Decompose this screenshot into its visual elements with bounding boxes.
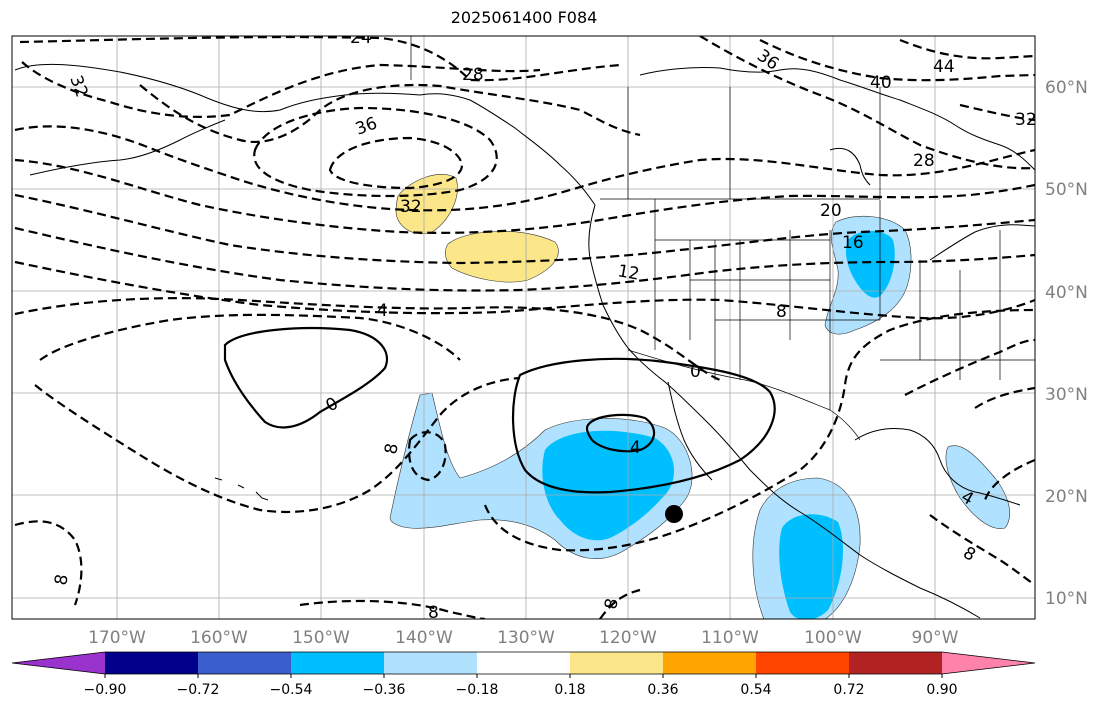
colorbar-tick-label: −0.72 (177, 682, 220, 698)
contour-labels: 24 32 28 36 36 40 44 32 28 32 20 16 12 4… (51, 28, 1037, 623)
contour-label: 44 (933, 57, 955, 77)
contour-label: 8 (51, 573, 73, 587)
colorbar-segment (942, 652, 1035, 674)
contour-label: 0 (690, 362, 701, 382)
contour-label: 8 (428, 603, 439, 623)
colorbar-segment (291, 652, 385, 674)
colorbar-segment (477, 652, 571, 674)
colorbar-tick-label: 0.54 (740, 682, 771, 698)
colorbar-tick-label: 0.90 (926, 682, 957, 698)
lat-label: 30°N (1045, 385, 1088, 405)
colorbar-tick-label: 0.36 (647, 682, 678, 698)
contour-label: 40 (870, 73, 892, 93)
lon-label: 120°W (599, 628, 657, 648)
contour-label: 8 (960, 543, 979, 566)
colorbar-tick-label: 0.18 (554, 682, 585, 698)
contour-label: 4 (377, 301, 388, 321)
lon-label: 150°W (292, 628, 350, 648)
contour-label: 8 (601, 597, 623, 611)
solid-contours (223, 327, 776, 494)
lat-label: 40°N (1045, 283, 1088, 303)
colorbar-segment (663, 652, 757, 674)
map-frame (11, 35, 1036, 620)
storm-center-marker (665, 505, 683, 523)
colorbar-segment (756, 652, 850, 674)
contour-label: 0 (323, 394, 342, 417)
lon-label: 130°W (497, 628, 555, 648)
contour-label: 20 (820, 201, 842, 221)
lat-label: 20°N (1045, 487, 1088, 507)
colorbar-segment (570, 652, 664, 674)
lon-label: 110°W (701, 628, 759, 648)
colorbar (11, 651, 1036, 675)
coastlines (14, 63, 1035, 619)
lat-label: 50°N (1045, 180, 1088, 200)
colorbar-tick-label: −0.90 (84, 682, 127, 698)
colorbar-segment (384, 652, 478, 674)
lon-label: 90°W (912, 628, 959, 648)
colorbar-segment (849, 652, 943, 674)
graticule (12, 36, 1035, 619)
colorbar-tick-label: −0.18 (456, 682, 499, 698)
colorbar-labels: −0.90 −0.72 −0.54 −0.36 −0.18 0.18 0.36 0.54 0.7… (84, 674, 958, 698)
dashed-contours (14, 36, 1035, 619)
latitude-labels: 10°N 20°N 30°N 40°N 50°N 60°N (1045, 78, 1088, 609)
map-title: 2025061400 F084 (450, 8, 598, 27)
contour-label: 36 (353, 114, 380, 140)
lat-label: 60°N (1045, 78, 1088, 98)
colorbar-tick-label: −0.54 (270, 682, 313, 698)
contour-label: 28 (913, 151, 935, 171)
contour-label: 12 (616, 261, 641, 284)
contour-label: 8 (776, 302, 787, 322)
lon-label: 100°W (804, 628, 862, 648)
lon-label: 160°W (190, 628, 248, 648)
contour-label: 8 (381, 442, 403, 456)
lon-label: 170°W (88, 628, 146, 648)
shading-negative-strong (542, 231, 895, 619)
lat-label: 10°N (1045, 589, 1088, 609)
contour-label: 28 (462, 65, 484, 85)
lon-label: 140°W (395, 628, 453, 648)
contour-label: 32 (1015, 110, 1037, 130)
contour-label: 4 (630, 438, 641, 458)
colorbar-tick-label: −0.36 (363, 682, 406, 698)
contour-label: 32 (400, 197, 422, 217)
colorbar-segment (105, 652, 199, 674)
contour-label: 24 (350, 28, 372, 48)
political-borders (410, 36, 1035, 441)
contour-label: 16 (842, 233, 864, 253)
colorbar-segment (12, 652, 105, 674)
longitude-labels: 170°W 160°W 150°W 140°W 130°W 120°W 110°… (88, 628, 959, 648)
colorbar-segment (198, 652, 292, 674)
colorbar-tick-label: 0.72 (833, 682, 864, 698)
